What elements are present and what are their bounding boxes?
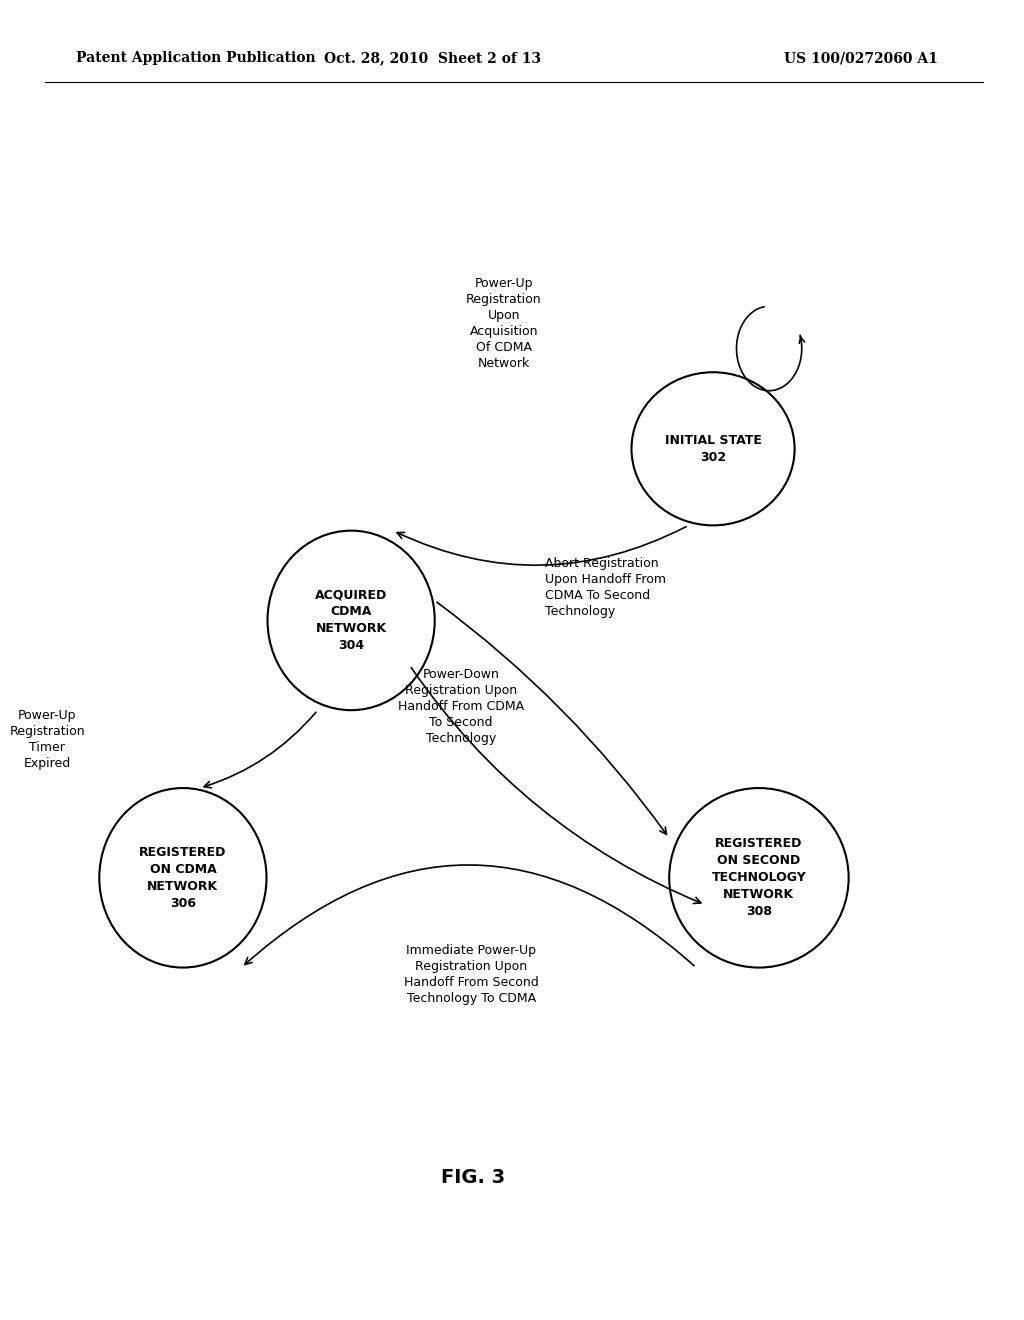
Text: US 100/0272060 A1: US 100/0272060 A1	[784, 51, 938, 65]
Text: Patent Application Publication: Patent Application Publication	[76, 51, 315, 65]
Text: INITIAL STATE
302: INITIAL STATE 302	[665, 434, 762, 463]
Text: Power-Down
Registration Upon
Handoff From CDMA
To Second
Technology: Power-Down Registration Upon Handoff Fro…	[398, 668, 524, 744]
Text: FIG. 3: FIG. 3	[441, 1168, 506, 1187]
Text: REGISTERED
ON CDMA
NETWORK
306: REGISTERED ON CDMA NETWORK 306	[139, 846, 226, 909]
Text: Power-Up
Registration
Upon
Acquisition
Of CDMA
Network: Power-Up Registration Upon Acquisition O…	[466, 277, 542, 370]
Text: Power-Up
Registration
Timer
Expired: Power-Up Registration Timer Expired	[9, 709, 85, 770]
Text: Abort Registration
Upon Handoff From
CDMA To Second
Technology: Abort Registration Upon Handoff From CDM…	[545, 557, 666, 618]
Text: ACQUIRED
CDMA
NETWORK
304: ACQUIRED CDMA NETWORK 304	[315, 589, 387, 652]
Text: Immediate Power-Up
Registration Upon
Handoff From Second
Technology To CDMA: Immediate Power-Up Registration Upon Han…	[404, 944, 539, 1005]
Text: Oct. 28, 2010  Sheet 2 of 13: Oct. 28, 2010 Sheet 2 of 13	[325, 51, 542, 65]
Text: REGISTERED
ON SECOND
TECHNOLOGY
NETWORK
308: REGISTERED ON SECOND TECHNOLOGY NETWORK …	[712, 837, 806, 919]
